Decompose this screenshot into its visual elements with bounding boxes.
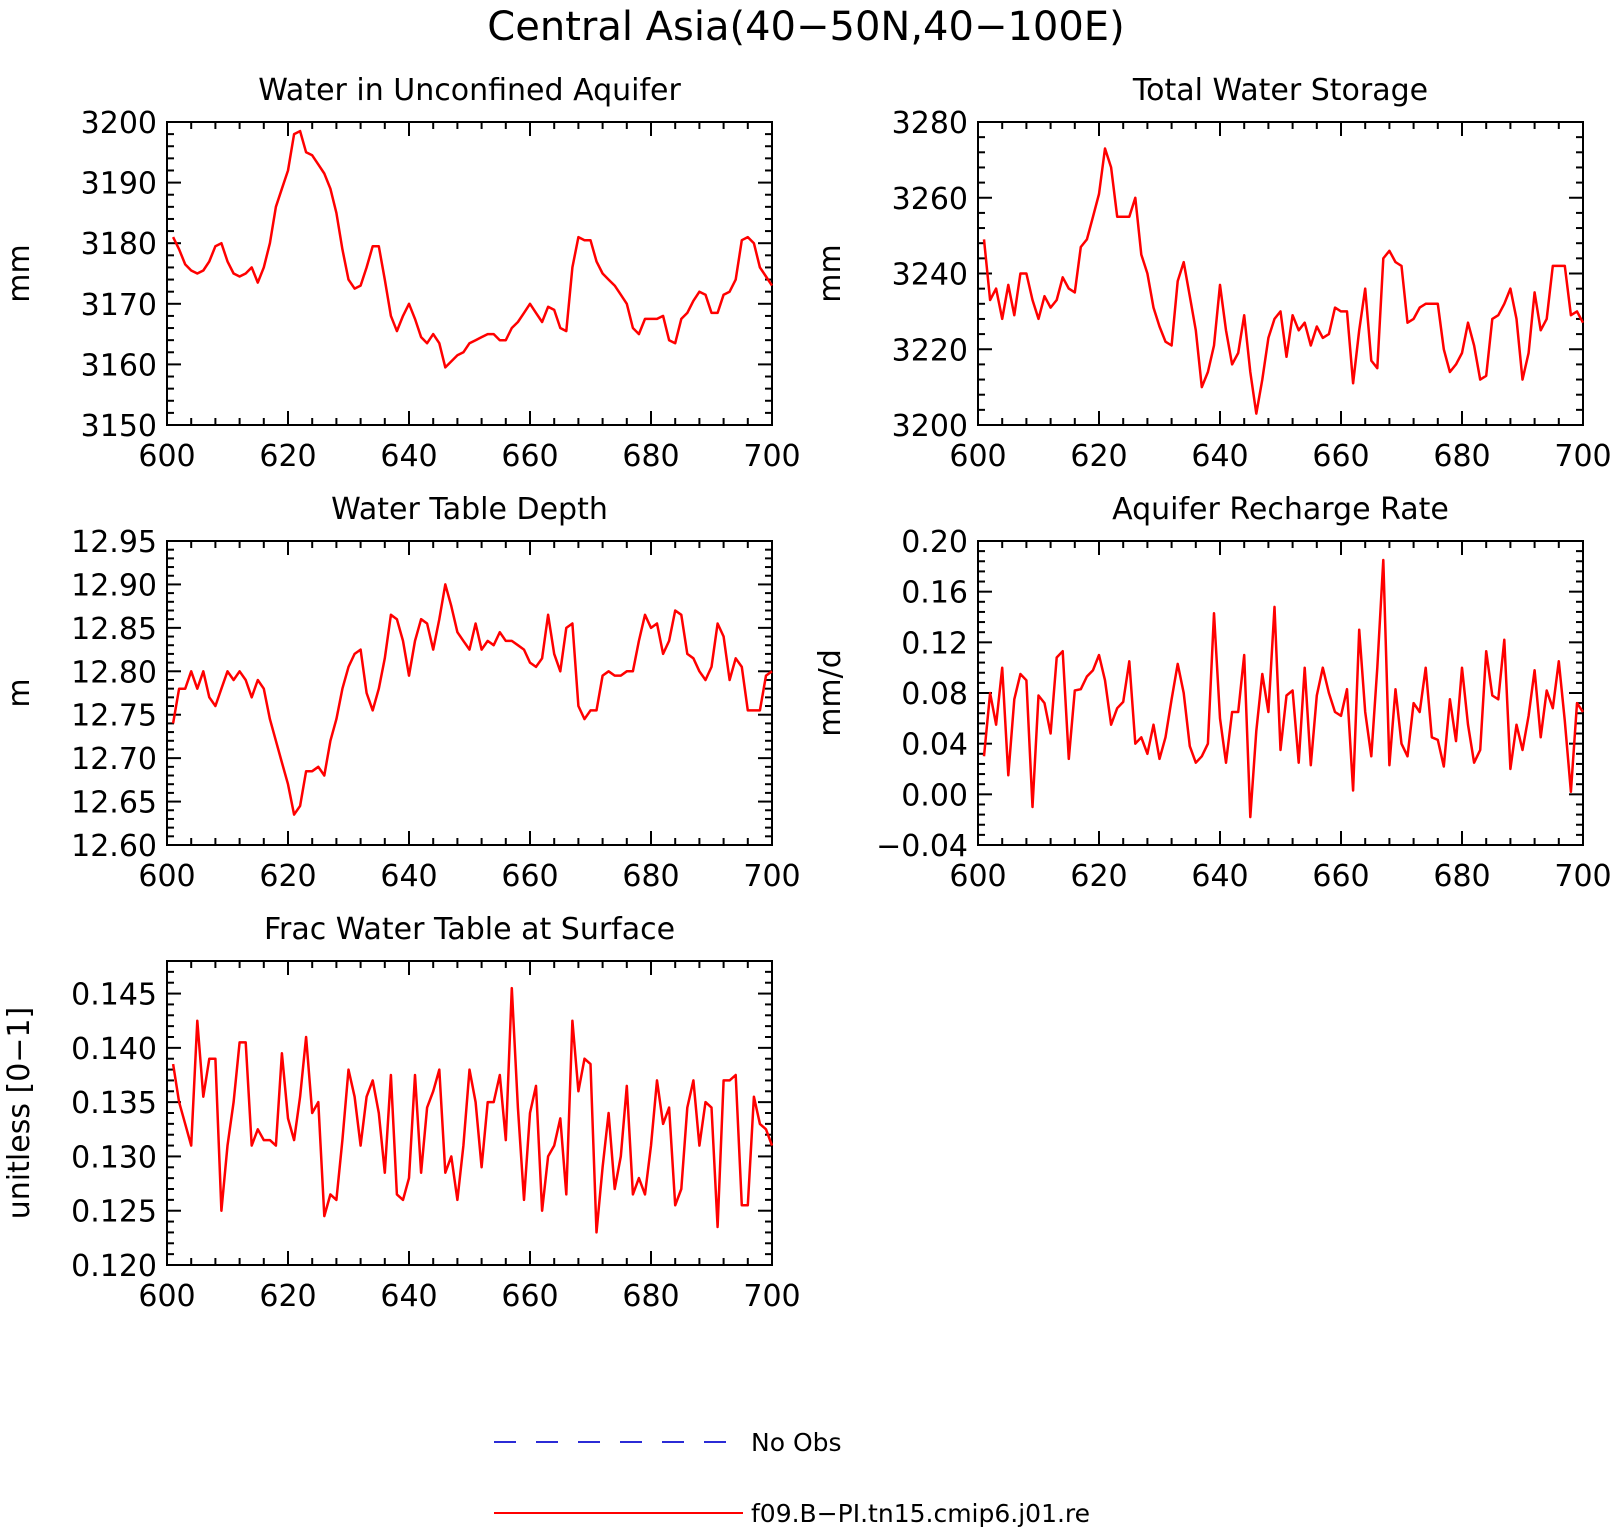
chart-panel-3: Water Table Depth m 600 620 640 660 680 700 12.6… — [2, 492, 801, 894]
y-tick-label: 0.145 — [71, 978, 157, 1013]
x-tick-label: 620 — [1070, 439, 1127, 474]
plot-frame — [166, 960, 773, 1266]
y-tick-label: 12.60 — [71, 829, 157, 864]
x-tick-label: 680 — [622, 439, 679, 474]
legend-label-model: f09.B−PI.tn15.cmip6.j01.re — [751, 1499, 1090, 1527]
y-tick-label: 0.20 — [901, 525, 968, 560]
x-tick-label: 600 — [138, 439, 195, 474]
y-tick-label: 12.85 — [71, 612, 157, 647]
chart-title: Frac Water Table at Surface — [264, 912, 675, 947]
series-line — [171, 583, 773, 816]
x-tick-label: 680 — [1433, 859, 1490, 894]
legend-label-no-obs: No Obs — [751, 1428, 842, 1457]
y-tick-label: 3220 — [892, 333, 968, 368]
series-line — [982, 558, 1585, 819]
y-tick-label: 0.135 — [71, 1086, 157, 1121]
x-tick-label: 660 — [501, 1279, 558, 1314]
x-tick-label: 700 — [743, 859, 800, 894]
y-axis-label: mm — [2, 244, 37, 302]
chart-panel-2: Total Water Storage mm 600 620 640 660 680 700 3… — [813, 73, 1612, 474]
y-tick-label: 3150 — [81, 409, 157, 444]
series-line — [982, 147, 1585, 415]
y-tick-label: 3170 — [81, 288, 157, 323]
y-tick-label: 0.00 — [901, 778, 968, 813]
series-line — [171, 986, 774, 1234]
y-tick-label: 0.04 — [901, 728, 968, 763]
chart-title: Water in Unconfined Aquifer — [258, 73, 681, 108]
y-tick-label: 12.75 — [71, 699, 157, 734]
x-tick-label: 660 — [501, 439, 558, 474]
y-tick-label: 0.120 — [71, 1249, 157, 1284]
x-tick-label: 660 — [1312, 859, 1369, 894]
x-tick-label: 640 — [1191, 859, 1248, 894]
y-tick-label: 3260 — [892, 182, 968, 217]
y-tick-label: 0.125 — [71, 1195, 157, 1230]
y-tick-label: 0.130 — [71, 1140, 157, 1175]
y-tick-label: 0.08 — [901, 677, 968, 712]
plot-frame — [166, 540, 773, 846]
x-tick-label: 620 — [259, 859, 316, 894]
x-tick-label: 600 — [138, 859, 195, 894]
x-tick-label: 640 — [380, 859, 437, 894]
x-tick-label: 680 — [1433, 439, 1490, 474]
x-tick-label: 680 — [622, 1279, 679, 1314]
x-tick-label: 640 — [380, 1279, 437, 1314]
chart-title: Water Table Depth — [331, 492, 608, 527]
plot-frame — [977, 121, 1584, 426]
x-tick-label: 700 — [743, 439, 800, 474]
x-tick-label: 600 — [949, 439, 1006, 474]
y-axis-label: mm/d — [813, 649, 848, 737]
x-tick-label: 600 — [138, 1279, 195, 1314]
y-tick-label: 12.65 — [71, 786, 157, 821]
y-tick-label: 3200 — [892, 409, 968, 444]
y-axis-label: unitless [0−1] — [2, 1007, 37, 1219]
y-tick-label: 12.90 — [71, 568, 157, 603]
y-tick-label: 12.70 — [71, 742, 157, 777]
x-tick-label: 620 — [259, 439, 316, 474]
x-tick-label: 640 — [380, 439, 437, 474]
legend: No Obs f09.B−PI.tn15.cmip6.j01.re — [494, 1428, 1090, 1527]
x-tick-label: 680 — [622, 859, 679, 894]
chart-panel-1: Water in Unconfined Aquifer mm 600 620 640 66… — [2, 73, 801, 474]
y-tick-label: 3200 — [81, 106, 157, 141]
x-tick-label: 620 — [259, 1279, 316, 1314]
y-tick-label: −0.04 — [876, 829, 968, 864]
x-tick-label: 640 — [1191, 439, 1248, 474]
y-tick-label: 0.140 — [71, 1032, 157, 1067]
x-tick-label: 700 — [1554, 859, 1611, 894]
y-tick-label: 3280 — [892, 106, 968, 141]
y-tick-label: 12.95 — [71, 525, 157, 560]
y-tick-label: 3160 — [81, 348, 157, 383]
x-tick-label: 620 — [1070, 859, 1127, 894]
y-tick-label: 3240 — [892, 258, 968, 293]
x-tick-label: 600 — [949, 859, 1006, 894]
chart-title: Total Water Storage — [1132, 73, 1428, 108]
x-tick-label: 660 — [501, 859, 558, 894]
x-tick-label: 700 — [743, 1279, 800, 1314]
y-tick-label: 0.12 — [901, 626, 968, 661]
plot-frame — [166, 121, 773, 426]
x-tick-label: 660 — [1312, 439, 1369, 474]
series-line — [171, 129, 774, 369]
chart-title: Aquifer Recharge Rate — [1112, 492, 1449, 527]
y-tick-label: 3190 — [81, 167, 157, 202]
chart-panel-5: Frac Water Table at Surface unitless [0−1… — [2, 912, 801, 1314]
y-tick-label: 12.80 — [71, 655, 157, 690]
y-tick-label: 3180 — [81, 227, 157, 262]
y-axis-label: m — [2, 678, 37, 707]
y-axis-label: mm — [813, 244, 848, 302]
chart-panel-4: Aquifer Recharge Rate mm/d 600 620 640 660 680… — [813, 492, 1612, 894]
figure-title: Central Asia(40−50N,40−100E) — [487, 4, 1124, 50]
panels: Water in Unconfined Aquifer mm 600 620 640 66… — [2, 73, 1612, 1314]
x-tick-label: 700 — [1554, 439, 1611, 474]
y-tick-label: 0.16 — [901, 576, 968, 611]
